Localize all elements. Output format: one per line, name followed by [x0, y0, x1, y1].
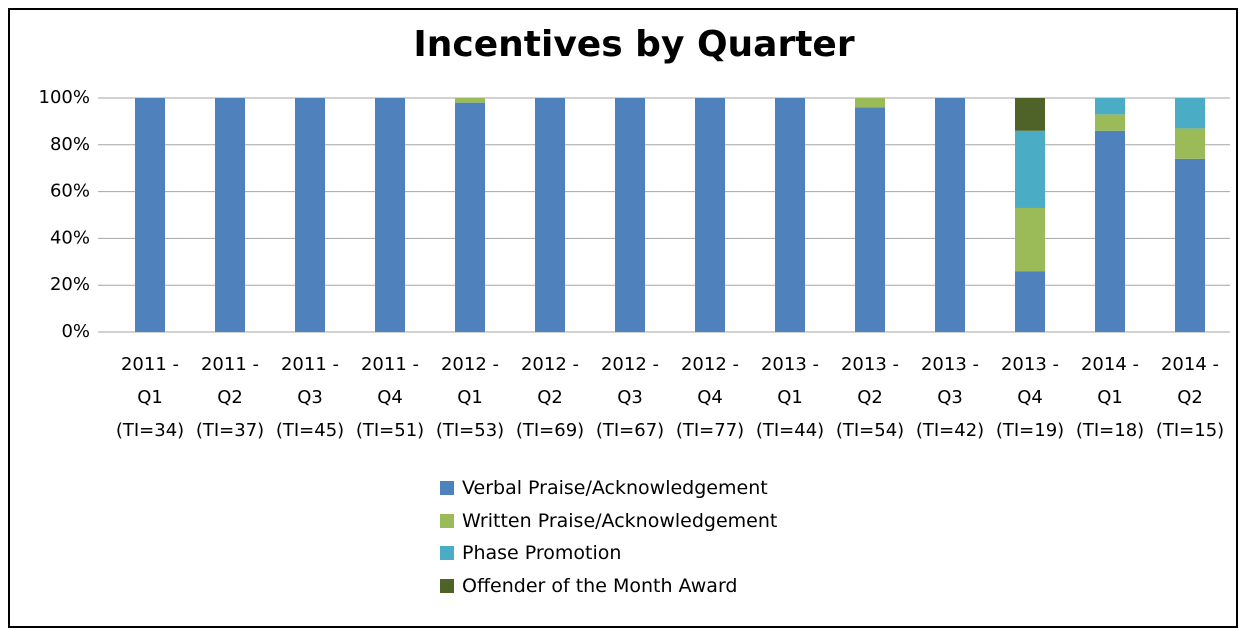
bar-segment — [535, 98, 565, 332]
x-tick-label: 2012 - Q3 (TI=67) — [595, 354, 665, 441]
x-tick-label: 2014 - Q2 (TI=15) — [1155, 354, 1225, 441]
y-tick-label: 100% — [39, 87, 90, 108]
bar-segment — [1095, 98, 1125, 115]
legend-label: Written Praise/Acknowledgement — [462, 509, 778, 532]
bar-segment — [295, 98, 325, 332]
bar-segment — [375, 98, 405, 332]
bar-segment — [1015, 207, 1045, 272]
x-tick-label: 2011 - Q1 (TI=34) — [115, 354, 185, 441]
legend-item: Verbal Praise/Acknowledgement — [440, 472, 768, 504]
legend-swatch — [440, 579, 454, 594]
bar-segment — [1175, 128, 1205, 159]
x-tick-label: 2013 - Q2 (TI=54) — [835, 354, 905, 441]
x-tick-label: 2011 - Q4 (TI=51) — [355, 354, 425, 441]
bar-segment — [615, 98, 645, 332]
bar-segment — [1015, 130, 1045, 208]
bar-segment — [1095, 130, 1125, 332]
x-tick-label: 2012 - Q1 (TI=53) — [435, 354, 505, 441]
y-tick-label: 40% — [50, 227, 90, 248]
x-tick-label: 2013 - Q3 (TI=42) — [915, 354, 985, 441]
bar-segment — [855, 107, 885, 332]
bar-segment — [855, 98, 885, 108]
legend-swatch — [440, 546, 454, 561]
x-tick-label: 2014 - Q1 (TI=18) — [1075, 354, 1145, 441]
bar-segment — [775, 98, 805, 332]
bar-segment — [1015, 271, 1045, 332]
legend-label: Verbal Praise/Acknowledgement — [462, 477, 768, 499]
x-tick-label: 2011 - Q3 (TI=45) — [275, 354, 345, 441]
bar-segment — [935, 98, 965, 332]
legend-swatch — [440, 513, 454, 528]
bar-segment — [135, 98, 165, 332]
y-tick-label: 20% — [50, 274, 90, 295]
bar-segment — [455, 98, 485, 103]
bar-segment — [215, 98, 245, 332]
x-tick-label: 2011 - Q2 (TI=37) — [195, 354, 265, 441]
y-tick-label: 80% — [50, 134, 90, 155]
bar-segment — [1095, 114, 1125, 131]
legend-item: Phase Promotion — [440, 537, 621, 569]
bar-segment — [455, 102, 485, 333]
bar-segment — [1175, 158, 1205, 332]
bar-segment — [1015, 98, 1045, 131]
bar-segment — [1175, 98, 1205, 129]
x-tick-label: 2013 - Q4 (TI=19) — [995, 354, 1065, 441]
legend-swatch — [440, 481, 454, 495]
x-tick-label: 2012 - Q4 (TI=77) — [675, 354, 745, 441]
bar-segment — [695, 98, 725, 332]
legend-label: Offender of the Month Award — [462, 575, 738, 598]
x-tick-label: 2013 - Q1 (TI=44) — [755, 354, 825, 441]
y-tick-label: 0% — [61, 321, 90, 342]
legend-item: Offender of the Month Award — [440, 570, 738, 602]
legend-item: Written Praise/Acknowledgement — [440, 505, 777, 537]
legend-label: Phase Promotion — [462, 542, 622, 565]
y-tick-label: 60% — [50, 181, 90, 202]
x-tick-label: 2012 - Q2 (TI=69) — [515, 354, 585, 441]
chart-title: Incentives by Quarter — [413, 24, 854, 65]
